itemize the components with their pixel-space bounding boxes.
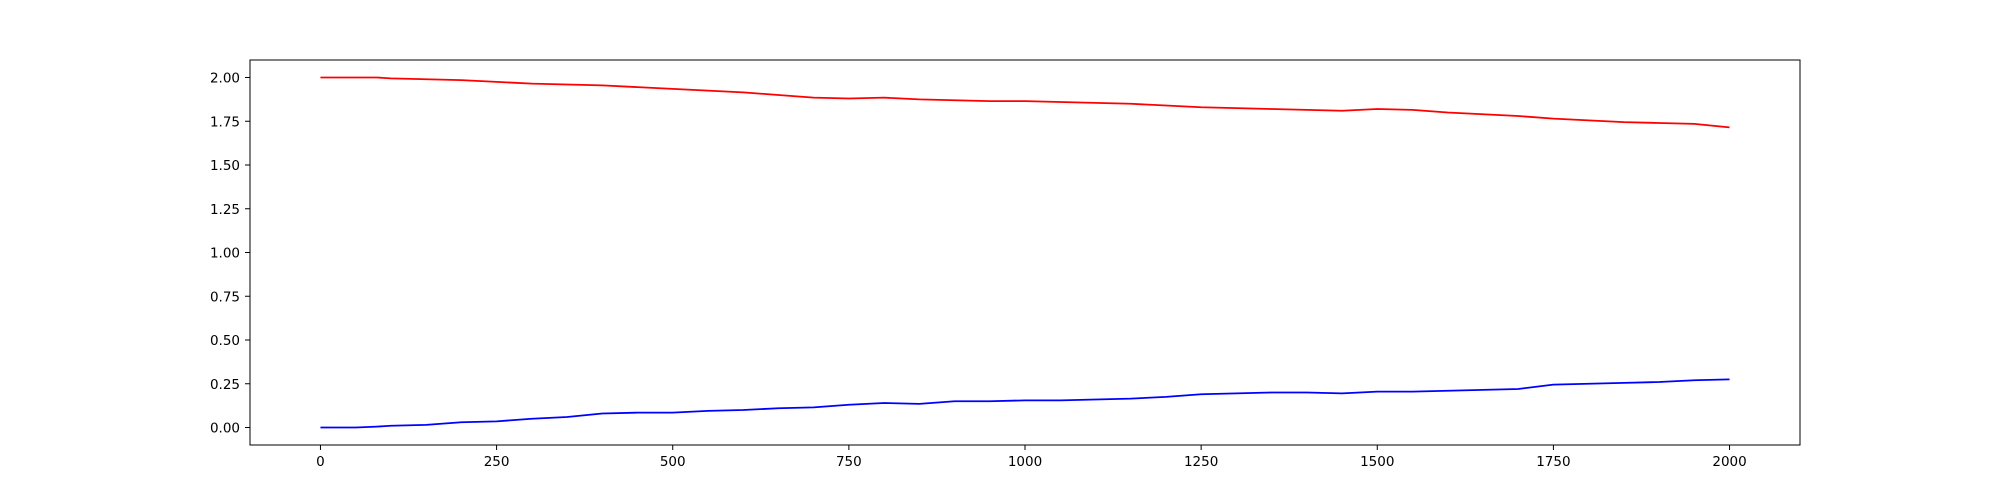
y-tick-label: 1.75	[210, 114, 240, 130]
y-tick-label: 1.00	[210, 246, 240, 262]
y-tick-label: 0.00	[210, 421, 240, 437]
y-axis-ticks: 0.00 0.25 0.50 0.75 1.00 1.25 1.50 1.75 2.00	[210, 71, 250, 437]
y-tick-label: 0.75	[210, 289, 240, 305]
axes-frame	[249, 59, 1801, 446]
series-line-1	[320, 76, 1730, 129]
y-tick-label: 1.50	[210, 158, 240, 174]
y-tick-label: 2.00	[210, 71, 240, 87]
series-lines	[320, 76, 1730, 429]
x-tick-label: 1000	[1008, 454, 1042, 470]
x-tick-label: 750	[836, 454, 862, 470]
x-tick-label: 250	[484, 454, 510, 470]
y-tick-label: 1.25	[210, 202, 240, 218]
y-tick-label: 0.25	[210, 377, 240, 393]
x-tick-label: 1500	[1360, 454, 1394, 470]
y-tick-label: 0.50	[210, 333, 240, 349]
x-tick-label: 0	[316, 454, 325, 470]
x-tick-label: 1750	[1536, 454, 1570, 470]
x-tick-label: 2000	[1712, 454, 1746, 470]
x-tick-label: 1250	[1184, 454, 1218, 470]
x-axis-ticks: 0 250 500 750 1000 1250 1500 1750 2000	[316, 445, 1747, 470]
x-tick-label: 500	[660, 454, 686, 470]
series-line-2	[320, 378, 1730, 429]
